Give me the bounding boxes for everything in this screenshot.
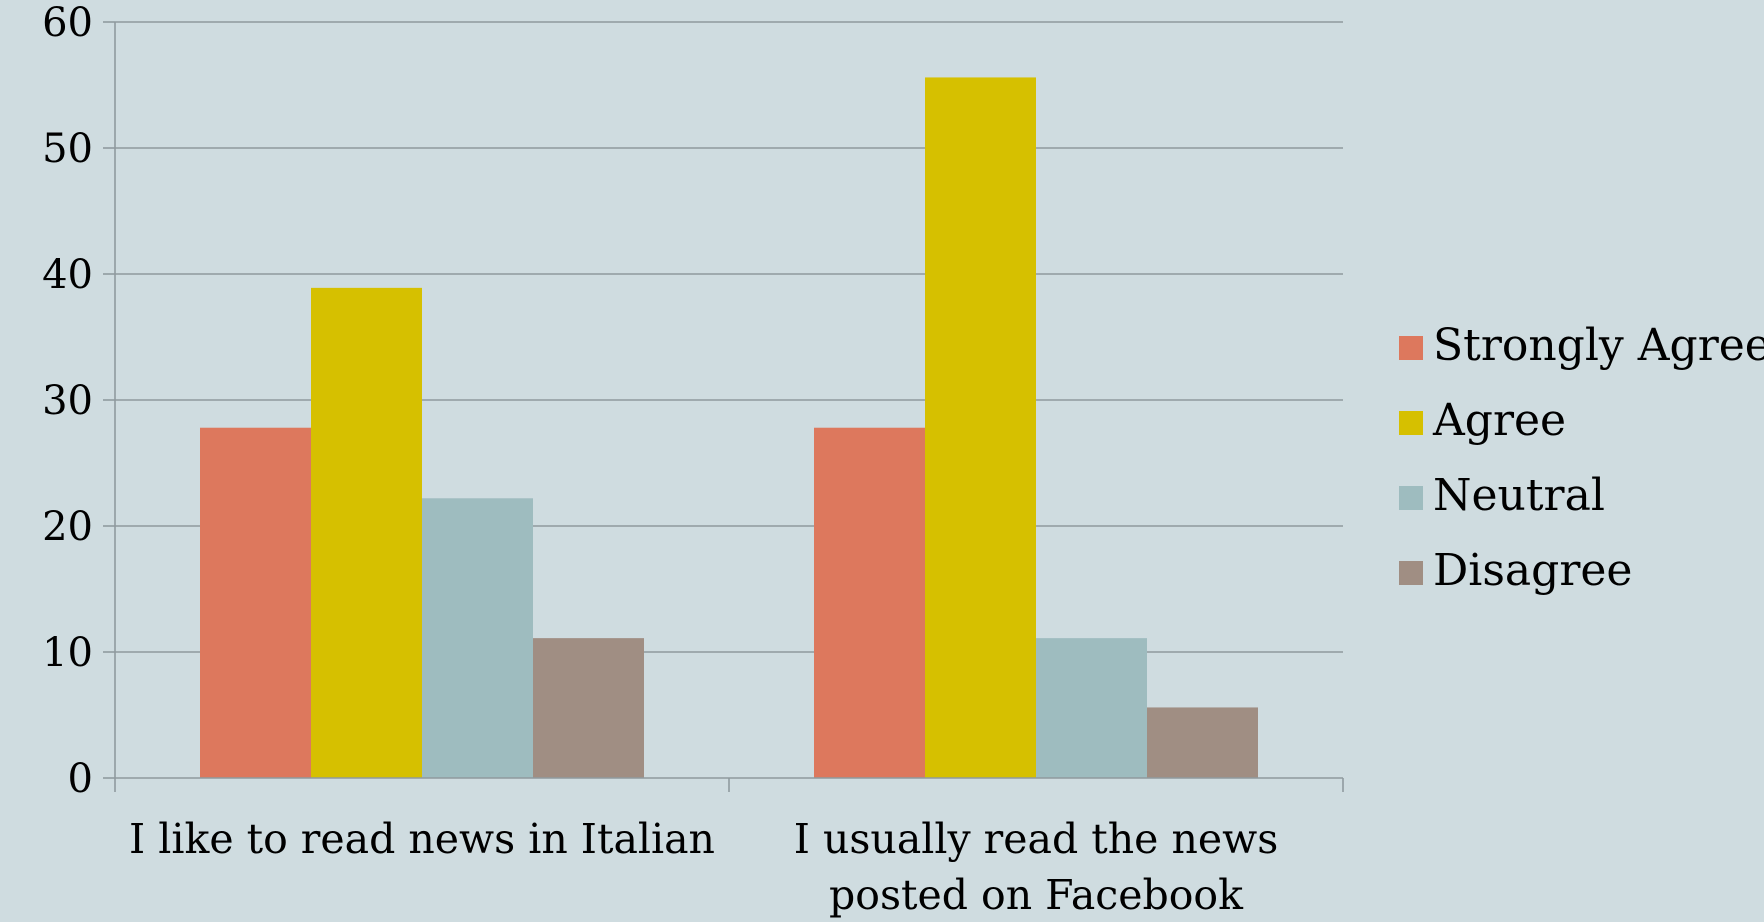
legend-swatch [1399,336,1423,360]
legend-label: Agree [1432,395,1566,446]
bar-strongly-agree [200,427,311,778]
bar-disagree [533,638,644,778]
bar-strongly-agree [814,427,925,778]
bar-neutral [1036,638,1147,778]
bar-agree [925,77,1036,778]
y-tick-label: 30 [42,378,93,424]
y-tick-label: 60 [42,0,93,46]
x-category-label: I usually read the news [794,815,1279,863]
y-tick-label: 10 [42,630,93,676]
y-tick-label: 0 [68,756,93,802]
x-category-label: I like to read news in Italian [129,815,715,863]
x-category-label: posted on Facebook [829,871,1244,919]
legend-swatch [1399,486,1423,510]
bar-disagree [1147,707,1258,778]
axes [103,21,1344,792]
x-category-labels: I like to read news in Italian I usually … [129,815,1278,919]
legend: Strongly Agree Agree Neutral Disagree [1399,320,1764,596]
y-tick-label: 20 [42,504,93,550]
legend-swatch [1399,411,1423,435]
legend-label: Strongly Agree [1433,320,1764,371]
y-tick-label: 40 [42,252,93,298]
bar-agree [311,287,422,778]
y-tick-label: 50 [42,126,93,172]
bar-neutral [422,498,533,778]
legend-label: Disagree [1433,545,1632,596]
y-tick-labels: 0 10 20 30 40 50 60 [42,0,93,802]
legend-label: Neutral [1433,470,1605,521]
bars [200,77,1258,778]
legend-swatch [1399,561,1423,585]
